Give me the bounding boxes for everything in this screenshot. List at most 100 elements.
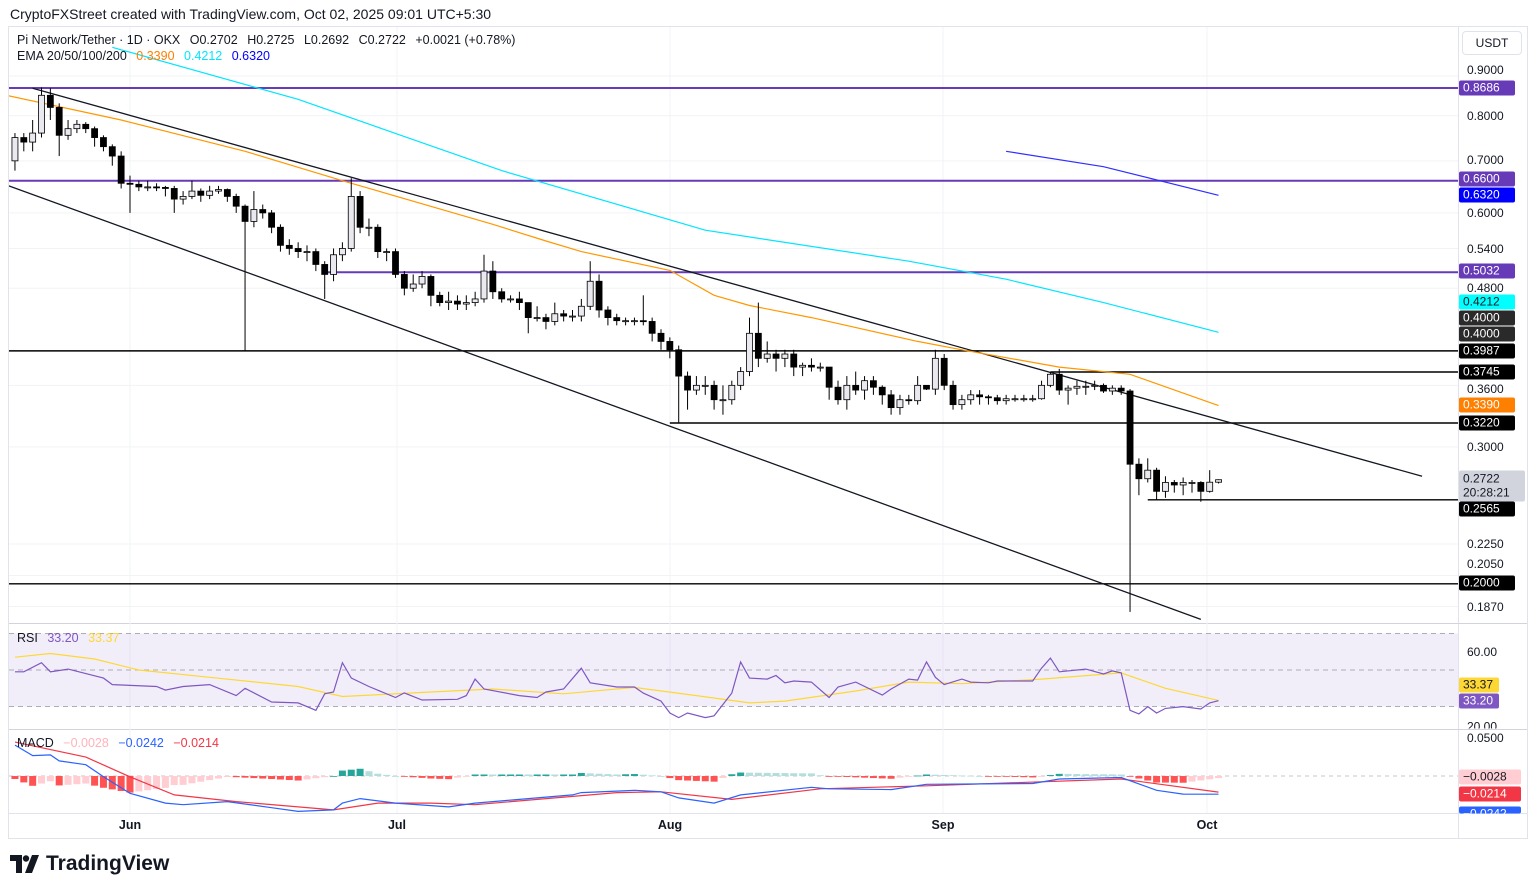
tradingview-logo-icon xyxy=(10,855,39,873)
candle xyxy=(852,371,860,395)
ema100-value: 0.4212 xyxy=(184,49,223,63)
candle-body-bull xyxy=(763,353,771,359)
candle-body-bear xyxy=(710,384,718,401)
ema-label[interactable]: EMA 20/50/100/200 xyxy=(17,49,127,63)
candle-body-bear xyxy=(825,366,833,388)
candle xyxy=(772,349,780,372)
candle xyxy=(613,313,621,326)
candle-body-bull xyxy=(1082,385,1090,388)
candle-body-bear xyxy=(454,300,461,305)
candle-body-bull xyxy=(843,384,851,401)
macd-histogram-bar xyxy=(949,775,957,777)
candle-body-bull xyxy=(471,298,479,303)
candle xyxy=(383,248,391,262)
candle-body-bear xyxy=(55,107,63,136)
macd-histogram-bar xyxy=(135,776,143,792)
candle-body-bear xyxy=(1153,469,1160,492)
candle xyxy=(294,242,302,258)
macd-histogram-bar xyxy=(383,774,391,776)
macd-histogram-bar xyxy=(1170,776,1178,783)
price-tick: 0.2250 xyxy=(1467,537,1504,551)
candle-body-bear xyxy=(639,320,647,323)
candle-body-bull xyxy=(347,196,355,249)
candle xyxy=(719,385,727,415)
macd-pane[interactable] xyxy=(9,741,1458,813)
macd-histogram-bar xyxy=(392,776,399,777)
level-tag: 0.8686 xyxy=(1459,80,1515,96)
macd-histogram-bar xyxy=(179,776,187,785)
candle xyxy=(1055,368,1063,395)
candle xyxy=(480,254,488,303)
candle xyxy=(73,120,81,134)
candle-body-bull xyxy=(11,137,19,162)
candle-body-bear xyxy=(949,384,957,406)
candle-body-bull xyxy=(737,371,745,386)
macd-histogram-bar xyxy=(1188,776,1196,782)
candle-body-bull xyxy=(365,226,373,229)
candle-body-bull xyxy=(1091,384,1099,387)
rsi-pane[interactable] xyxy=(9,633,1458,719)
price-tick: 0.9000 xyxy=(1467,63,1504,77)
candle-body-bear xyxy=(754,332,762,359)
rsi-tick: 20.00 xyxy=(1467,719,1498,729)
macd-histogram-bar xyxy=(1002,776,1010,777)
candle xyxy=(1011,394,1019,402)
candle-body-bear xyxy=(374,226,382,252)
trendline xyxy=(9,185,1202,620)
candle xyxy=(400,271,408,296)
macd-histogram-bar xyxy=(834,776,842,777)
candle xyxy=(940,354,948,391)
macd-histogram-bar xyxy=(303,776,311,780)
candle xyxy=(754,302,762,368)
candle xyxy=(1153,467,1160,500)
candle xyxy=(206,185,214,200)
candle xyxy=(1126,389,1134,612)
level-tag: 0.2000 xyxy=(1459,575,1515,591)
candle xyxy=(347,178,355,252)
candle-body-bear xyxy=(870,380,877,388)
macd-histogram-bar xyxy=(675,776,683,781)
macd-histogram-bar xyxy=(896,776,904,778)
candle-body-bear xyxy=(648,321,656,334)
candle xyxy=(392,248,399,278)
candle xyxy=(1002,394,1010,405)
macd-histogram-bar xyxy=(905,776,913,777)
candle xyxy=(1091,380,1099,391)
macd-legend: MACD −0.0028 −0.0242 −0.0214 xyxy=(17,736,225,750)
currency-button[interactable]: USDT xyxy=(1462,31,1522,55)
candle xyxy=(82,122,90,134)
candle-body-bull xyxy=(816,366,824,369)
candle-body-bull xyxy=(719,399,727,402)
price-tick: 0.6000 xyxy=(1467,206,1504,220)
candle-body-bear xyxy=(108,146,116,157)
macd-label[interactable]: MACD xyxy=(17,736,54,750)
candle-body-bear xyxy=(285,244,293,249)
candle xyxy=(675,345,683,424)
macd-histogram-bar xyxy=(1108,774,1116,776)
candle xyxy=(117,151,125,189)
candle-body-bull xyxy=(250,209,258,222)
price-pane[interactable] xyxy=(6,46,1458,620)
macd-histogram-bar xyxy=(170,776,178,786)
rsi-label[interactable]: RSI xyxy=(17,631,38,645)
candle xyxy=(303,245,311,262)
macd-histogram-bar xyxy=(73,776,81,785)
time-tick: Aug xyxy=(657,818,683,832)
candle-body-bear xyxy=(684,375,691,391)
macd-histogram-bar xyxy=(1020,776,1028,778)
candle xyxy=(604,306,612,326)
candle-body-bull xyxy=(1179,482,1187,486)
candle-body-bear xyxy=(878,386,886,396)
candle-body-bear xyxy=(595,280,603,311)
candle-body-bear xyxy=(170,188,178,200)
symbol-name[interactable]: Pi Network/Tether · 1D · OKX xyxy=(17,33,181,47)
candle-body-bear xyxy=(976,394,983,398)
ema100-tag: 0.4212 xyxy=(1459,294,1515,310)
last-price-tag: 0.2722 20:28:21 xyxy=(1459,470,1525,502)
macd-line xyxy=(14,744,1219,813)
candle-body-bear xyxy=(161,187,169,189)
candle xyxy=(949,380,957,410)
macd-signal-tag: −0.0214 xyxy=(1459,786,1521,802)
tradingview-logo[interactable]: TradingView xyxy=(10,852,169,876)
